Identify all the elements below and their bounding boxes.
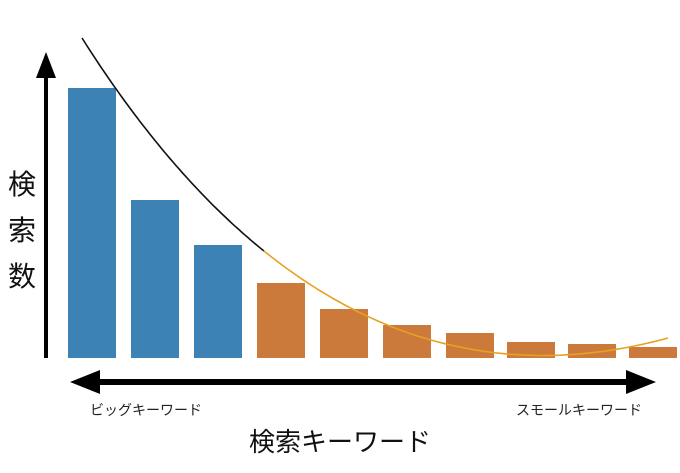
x-axis-right-arrowhead [626, 370, 656, 394]
trend-curve-small [263, 250, 669, 357]
bar-1 [68, 88, 116, 358]
x-axis-left-arrowhead [70, 370, 100, 394]
x-axis-right-label: スモールキーワード [516, 403, 642, 419]
bar-5 [320, 309, 368, 358]
bar-2 [131, 200, 179, 358]
y-axis-label: 検索数 [7, 168, 36, 293]
x-axis-left-label: ビッグキーワード [90, 403, 202, 419]
bar-10 [629, 347, 677, 358]
bar-3 [194, 245, 242, 358]
x-axis-label: 検索キーワード [248, 428, 431, 458]
bar-4 [257, 283, 305, 358]
bar-6 [383, 325, 431, 358]
trend-curve-big [81, 37, 265, 252]
y-axis-arrowhead [36, 52, 56, 78]
